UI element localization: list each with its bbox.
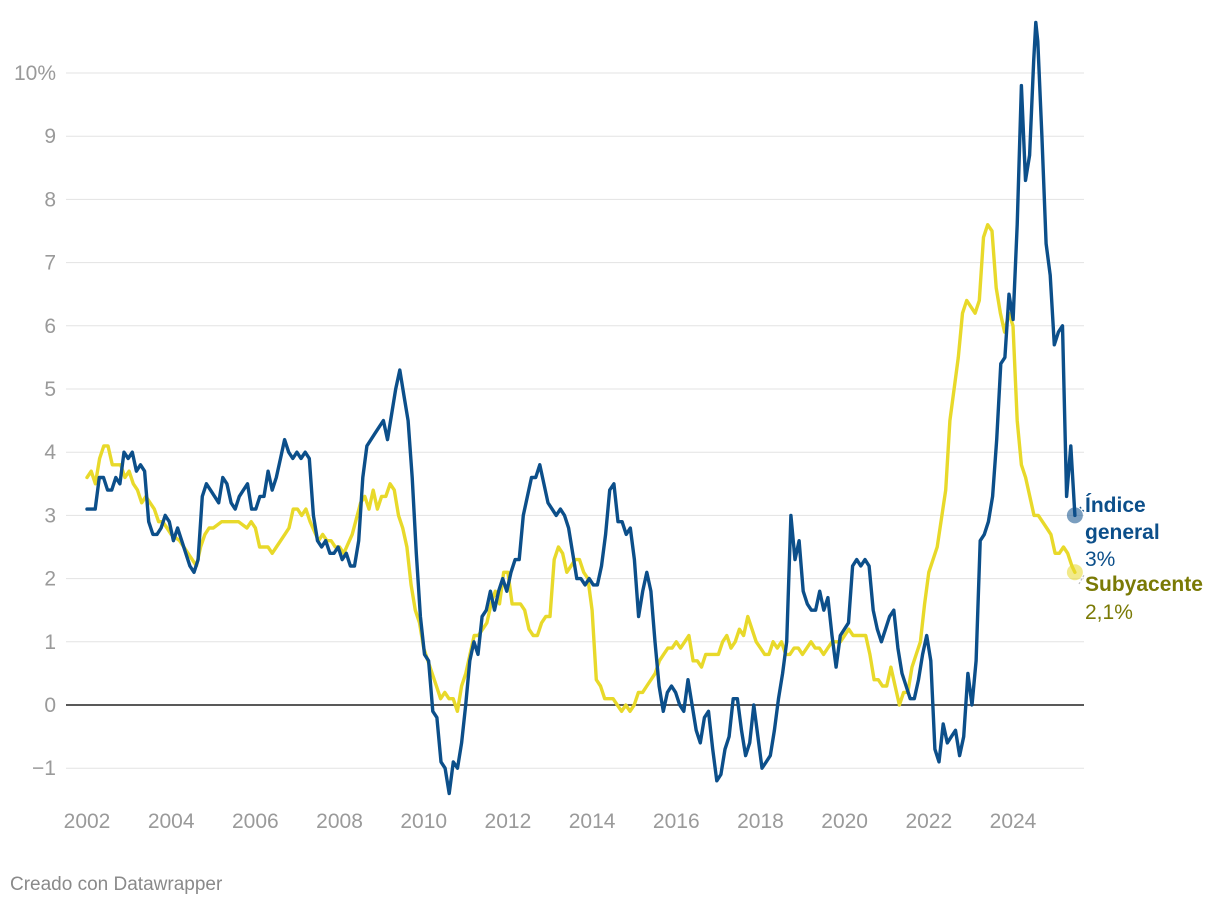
y-tick-label: 8: [44, 188, 56, 211]
y-tick-label: 0: [44, 694, 56, 717]
series-lines: [85, 20, 1077, 796]
series-name-subyacente: Subyacente: [1085, 573, 1203, 596]
series-line-subyacente: [85, 223, 1077, 713]
series-end-labels: Índice general 3%Subyacente 2,1%: [1066, 494, 1203, 624]
y-tick-label: 5: [44, 378, 56, 401]
y-tick-label: 9: [44, 125, 56, 148]
y-tick-label: 10%: [14, 62, 56, 85]
series-name-indice-general: Índice general: [1085, 494, 1160, 544]
credit-text: Creado con Datawrapper: [10, 874, 223, 895]
x-tick-label: 2020: [821, 810, 868, 833]
x-tick-label: 2008: [316, 810, 363, 833]
x-tick-label: 2014: [569, 810, 616, 833]
end-marker-indice-general: [1066, 507, 1083, 524]
label-connector: [1078, 574, 1085, 585]
end-marker-subyacente: [1066, 564, 1083, 581]
x-tick-label: 2004: [148, 810, 195, 833]
gridlines: [66, 72, 1084, 769]
series-line-indice-general: [85, 20, 1077, 796]
y-tick-label: −1: [32, 757, 56, 780]
y-axis: 10% 9 8 7 6 5 4 3 2 1 0 −1: [14, 62, 56, 780]
y-tick-label: 4: [44, 441, 56, 464]
x-tick-label: 2016: [653, 810, 700, 833]
y-tick-label: 6: [44, 315, 56, 338]
x-tick-label: 2006: [232, 810, 279, 833]
x-tick-label: 2002: [64, 810, 111, 833]
y-tick-label: 1: [44, 631, 56, 654]
x-tick-label: 2024: [990, 810, 1037, 833]
y-tick-label: 2: [44, 568, 56, 591]
label-connector: [1078, 505, 1085, 512]
series-value-subyacente: 2,1%: [1085, 601, 1133, 624]
x-tick-label: 2010: [400, 810, 447, 833]
x-tick-label: 2018: [737, 810, 784, 833]
series-value-indice-general: 3%: [1085, 548, 1115, 571]
y-tick-label: 3: [44, 504, 56, 527]
x-axis: 2002 2004 2006 2008 2010 2012 2014 2016 2018 2020…: [64, 810, 1037, 833]
y-tick-label: 7: [44, 252, 56, 275]
x-tick-label: 2012: [485, 810, 532, 833]
x-tick-label: 2022: [905, 810, 952, 833]
